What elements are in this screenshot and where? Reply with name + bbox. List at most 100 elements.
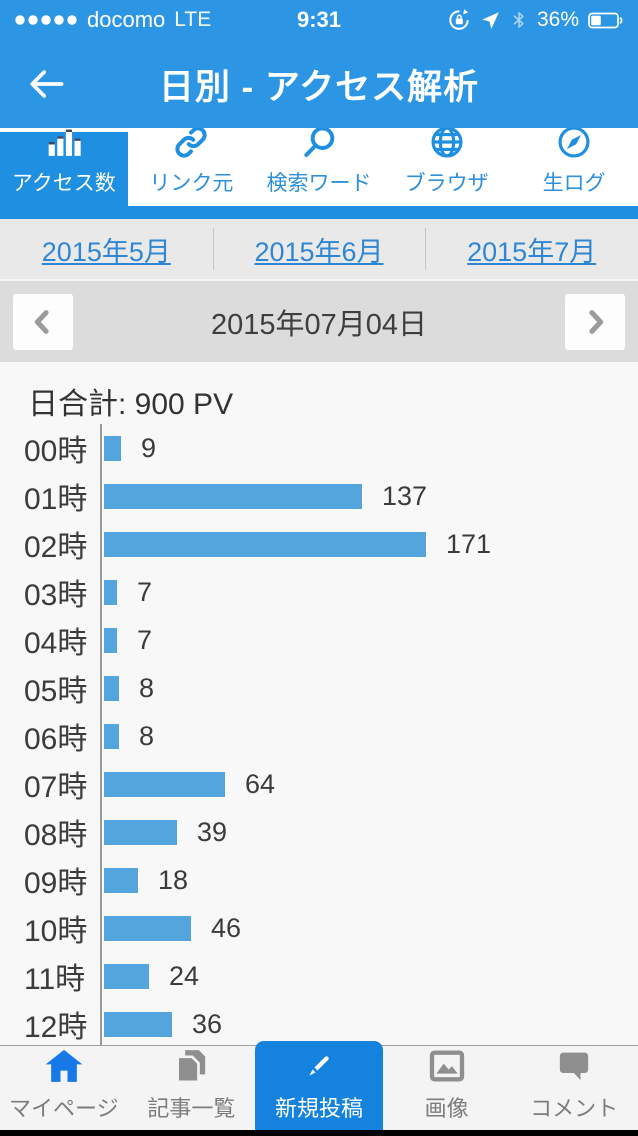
tab-label: ブラウザ (404, 172, 489, 195)
page-title: 日別 - アクセス解析 (158, 67, 480, 107)
pencil-icon (299, 1046, 339, 1086)
chart-row: 05時 8 (0, 664, 638, 712)
hour-label: 05時 (24, 675, 88, 708)
hour-label: 03時 (24, 579, 88, 612)
bottom-tab-label: マイページ (9, 1096, 119, 1121)
bar (104, 963, 149, 989)
search-icon (300, 123, 338, 161)
accent-strip (0, 206, 638, 219)
bar (104, 915, 191, 941)
home-indicator-area (0, 1130, 638, 1136)
bar (104, 531, 426, 557)
bar-zone: 137 (100, 472, 638, 520)
link-icon (172, 123, 210, 161)
bar-value: 46 (211, 912, 242, 943)
bar-zone: 8 (100, 712, 638, 760)
month-cell: 2015年5月 (0, 219, 213, 279)
tab-access-count[interactable]: アクセス数 (0, 129, 128, 206)
month-link[interactable]: 2015年7月 (467, 236, 597, 267)
bar (104, 1011, 172, 1037)
month-cell: 2015年7月 (425, 219, 638, 279)
bar-value: 7 (137, 624, 153, 655)
hour-label: 08時 (24, 819, 88, 852)
bar-zone: 7 (100, 568, 638, 616)
top-tab-bar: アクセス数 リンク元 検索ワード ブラウザ 生ログ (0, 126, 638, 206)
hour-label: 12時 (24, 1011, 88, 1044)
chart-row: 06時 8 (0, 712, 638, 760)
bottom-tab-images[interactable]: 画像 (383, 1046, 511, 1130)
month-links-row: 2015年5月 2015年6月 2015年7月 (0, 219, 638, 281)
bar (104, 627, 117, 653)
bar-value: 8 (139, 672, 155, 703)
hour-label: 10時 (24, 915, 88, 948)
documents-icon (171, 1046, 211, 1086)
signal-dots-icon (14, 14, 78, 26)
month-cell: 2015年6月 (213, 219, 426, 279)
rotation-lock-icon (447, 8, 471, 32)
chart-row: 07時 64 (0, 760, 638, 808)
bar-value: 8 (139, 720, 155, 751)
back-arrow-icon (24, 62, 68, 106)
bottom-tab-comments[interactable]: コメント (510, 1046, 638, 1130)
date-label: 2015年07月04日 (210, 308, 428, 341)
bar-value: 24 (169, 960, 200, 991)
bar-value: 39 (197, 816, 228, 847)
bar (104, 435, 121, 461)
bar-zone: 46 (100, 904, 638, 952)
bar-zone: 7 (100, 616, 638, 664)
bottom-tab-article-list[interactable]: 記事一覧 (128, 1046, 256, 1130)
bottom-tab-label: 記事一覧 (147, 1096, 236, 1121)
date-navigation: 2015年07月04日 (0, 281, 638, 362)
bottom-tab-label: コメント (530, 1096, 619, 1121)
bar-value: 18 (158, 864, 189, 895)
tab-search-word[interactable]: 検索ワード (255, 126, 383, 206)
bar-value: 171 (446, 528, 492, 559)
chart-row: 10時 46 (0, 904, 638, 952)
tab-link-source[interactable]: リンク元 (128, 126, 256, 206)
chevron-right-icon (580, 307, 610, 337)
tab-raw-log[interactable]: 生ログ (510, 126, 638, 206)
hour-label: 04時 (24, 627, 88, 660)
bar-zone: 36 (100, 1000, 638, 1045)
bar (104, 579, 117, 605)
chart-row: 12時 36 (0, 1000, 638, 1045)
month-link[interactable]: 2015年5月 (41, 236, 171, 267)
chart-row: 01時 137 (0, 472, 638, 520)
chart-row: 04時 7 (0, 616, 638, 664)
tab-browser[interactable]: ブラウザ (383, 126, 511, 206)
bar-zone: 64 (100, 760, 638, 808)
bar-zone: 9 (100, 424, 638, 472)
bottom-tab-my-page[interactable]: マイページ (0, 1046, 128, 1130)
hour-label: 00時 (24, 435, 88, 468)
bar (104, 675, 119, 701)
bluetooth-icon (510, 9, 528, 31)
hour-label: 09時 (24, 867, 88, 900)
compass-icon (555, 123, 593, 161)
bar (104, 867, 138, 893)
tab-label: リンク元 (149, 172, 234, 195)
comment-icon (554, 1046, 594, 1086)
bar (104, 723, 119, 749)
date-next-button[interactable] (565, 293, 625, 350)
date-prev-button[interactable] (13, 293, 73, 350)
bottom-tab-label: 新規投稿 (274, 1096, 363, 1121)
chart-section: 日合計: 900 PV 00時 9 01時 137 02時 171 03時 7 04時 7 05時 8… (0, 362, 638, 1045)
bottom-tab-label: 画像 (424, 1096, 469, 1121)
bar-zone: 18 (100, 856, 638, 904)
battery-icon (588, 12, 624, 29)
bar-value: 36 (192, 1008, 223, 1039)
hour-label: 01時 (24, 483, 88, 516)
bar-value: 64 (245, 768, 276, 799)
month-link[interactable]: 2015年6月 (254, 236, 384, 267)
bar (104, 483, 362, 509)
hour-label: 02時 (24, 531, 88, 564)
bottom-nav: マイページ 記事一覧 新規投稿 画像 コメント (0, 1041, 638, 1130)
bar-zone: 8 (100, 664, 638, 712)
hour-label: 07時 (24, 771, 88, 804)
bottom-tab-new-post[interactable]: 新規投稿 (255, 1041, 383, 1130)
back-button[interactable] (18, 56, 74, 112)
carrier-label: docomo (87, 7, 166, 32)
image-icon (427, 1046, 467, 1086)
chart-row: 11時 24 (0, 952, 638, 1000)
tab-label: 検索ワード (266, 172, 372, 195)
